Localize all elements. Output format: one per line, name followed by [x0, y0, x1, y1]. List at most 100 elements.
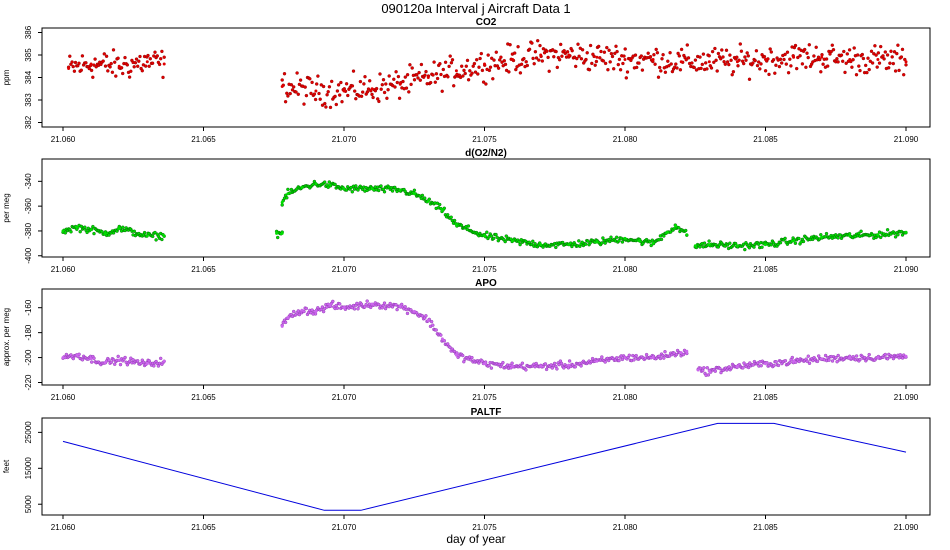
y-tick-label: -340 — [24, 173, 33, 190]
data-point — [790, 355, 794, 360]
data-point — [396, 74, 401, 79]
data-point — [162, 62, 166, 66]
data-point — [814, 45, 818, 49]
data-point — [310, 308, 314, 312]
panel-3: APO approx. per meg -160 -180 -200 -220 21.060… — [2, 278, 931, 402]
data-point — [73, 60, 78, 65]
data-point — [465, 58, 470, 63]
data-point — [314, 309, 318, 313]
data-point — [557, 58, 562, 62]
data-point — [778, 240, 783, 245]
data-point — [595, 240, 599, 244]
data-point — [403, 75, 407, 79]
x-tick-label: 21.070 — [332, 265, 357, 274]
data-point — [432, 60, 436, 64]
data-point — [416, 76, 420, 80]
data-point — [567, 53, 571, 57]
data-point — [836, 236, 840, 240]
data-point — [308, 77, 312, 81]
data-point — [429, 319, 434, 324]
data-point — [365, 299, 369, 303]
data-point — [350, 190, 354, 194]
data-point — [480, 68, 485, 73]
data-point — [503, 239, 507, 244]
data-point — [725, 243, 730, 247]
data-point — [565, 50, 570, 54]
data-point — [784, 62, 788, 66]
data-point — [705, 67, 709, 71]
data-point — [848, 58, 852, 61]
data-point — [651, 241, 655, 245]
data-point — [514, 67, 518, 72]
data-point — [158, 57, 163, 61]
data-point — [805, 51, 809, 55]
data-point — [324, 105, 328, 109]
data-point — [861, 56, 866, 61]
data-point — [489, 366, 494, 370]
data-point — [111, 48, 116, 52]
data-point — [420, 314, 425, 318]
data-point — [417, 70, 421, 75]
data-point — [140, 68, 145, 73]
data-point — [79, 68, 84, 72]
data-point — [313, 97, 318, 102]
data-point — [75, 353, 79, 357]
data-point — [801, 239, 806, 244]
data-point — [764, 243, 767, 247]
data-point — [364, 302, 368, 307]
data-point — [588, 43, 593, 48]
data-point — [138, 54, 142, 59]
data-point — [297, 82, 302, 87]
x-tick-label: 21.075 — [472, 523, 497, 532]
data-point — [747, 77, 752, 82]
data-point — [64, 352, 69, 357]
y-tick-label: -160 — [24, 299, 33, 316]
data-point — [815, 359, 820, 364]
plot-frame — [41, 27, 931, 128]
x-tick-label: 21.090 — [894, 135, 919, 144]
data-point — [728, 241, 732, 245]
data-point — [767, 72, 771, 77]
data-point — [826, 64, 830, 68]
data-point — [607, 48, 611, 52]
data-point — [891, 356, 896, 361]
data-point — [327, 180, 331, 184]
data-point — [728, 53, 732, 57]
data-point — [594, 59, 599, 64]
data-point — [327, 85, 332, 89]
data-point — [854, 354, 859, 358]
data-point — [326, 89, 330, 94]
data-point — [692, 65, 696, 70]
data-point — [450, 58, 455, 62]
data-point — [865, 70, 869, 75]
data-point — [620, 357, 625, 362]
data-point — [342, 187, 346, 191]
data-point — [646, 51, 650, 55]
data-point — [379, 184, 383, 188]
data-point — [763, 69, 768, 73]
data-point — [479, 51, 483, 56]
data-point — [640, 68, 645, 72]
data-point — [588, 241, 592, 245]
data-point — [663, 350, 667, 354]
data-point — [904, 60, 908, 64]
data-point — [811, 237, 815, 242]
data-point — [639, 54, 643, 58]
panel-title: CO2 — [476, 17, 497, 28]
data-point — [490, 56, 494, 60]
data-point — [355, 301, 359, 306]
data-point — [92, 356, 96, 360]
data-point — [679, 47, 684, 52]
data-point — [524, 368, 528, 372]
data-point — [492, 236, 496, 241]
data-point — [705, 366, 709, 370]
data-point — [468, 69, 472, 73]
x-tick-label: 21.065 — [191, 393, 216, 402]
data-point — [820, 357, 824, 361]
data-point — [109, 360, 114, 364]
data-point — [370, 92, 374, 97]
data-point — [570, 49, 574, 53]
data-point — [710, 49, 715, 54]
data-point — [461, 353, 465, 358]
data-point — [605, 45, 609, 50]
